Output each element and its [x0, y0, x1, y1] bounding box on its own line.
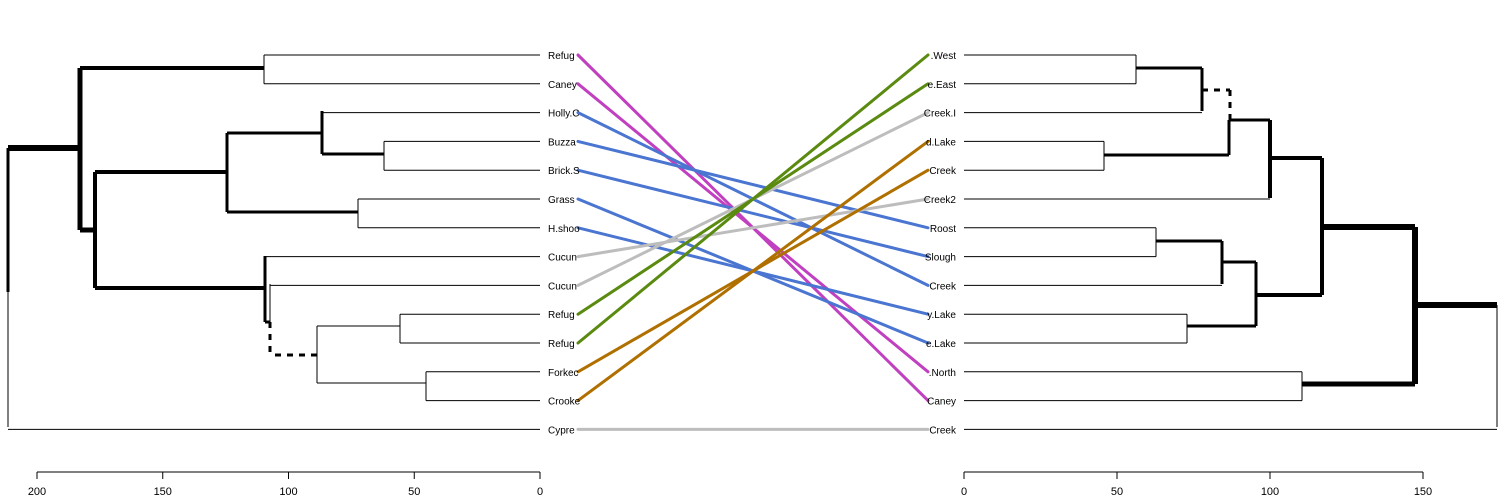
left-leaf-labels: Refug Caney Holly.C Buzza Brick.S Grass H.shoo… [548, 51, 581, 436]
right-axis-tick-label: 50 [1111, 486, 1123, 498]
right-leaf-label: e.Lake [926, 339, 956, 350]
left-leaf-label: Cucun [548, 281, 577, 292]
left-leaf-label: Caney [548, 80, 577, 91]
right-axis-tick-label: 0 [961, 486, 967, 498]
left-axis-tick-label: 0 [537, 486, 543, 498]
left-axis-tick-label: 100 [279, 486, 297, 498]
connector-line [576, 139, 930, 230]
left-leaf-label: Refug [548, 51, 575, 62]
connector-line [576, 168, 930, 259]
left-leaf-label: Cypre [548, 425, 575, 436]
right-leaf-label: .West [931, 51, 957, 62]
right-axis-tick-label: 100 [1261, 486, 1279, 498]
left-leaf-label: Cucun [548, 253, 577, 264]
left-leaf-label: Grass [548, 195, 575, 206]
right-axis-tick-label: 150 [1414, 486, 1432, 498]
left-leaf-label: Buzza [548, 137, 576, 148]
left-leaf-label: Crooke [548, 397, 581, 408]
right-leaf-label: Caney [927, 397, 956, 408]
right-leaf-labels: .West e.East Creek.I d.Lake Creek Creek2 Roost… [924, 51, 957, 436]
connector-lines [576, 53, 930, 431]
right-leaf-label: Creek [929, 281, 957, 292]
right-leaf-label: Creek [929, 166, 957, 177]
left-leaf-label: Refug [548, 339, 575, 350]
right-leaf-label: e.East [928, 80, 957, 91]
left-leaf-label: Forkec [548, 368, 579, 379]
right-leaf-label: Roost [930, 224, 956, 235]
connector-line [576, 197, 930, 259]
right-height-axis: 0 50 100 150 [961, 471, 1432, 498]
left-axis-tick-label: 200 [28, 486, 46, 498]
left-leaf-label: Refug [548, 310, 575, 321]
left-axis-tick-label: 50 [408, 486, 420, 498]
right-leaf-label: Creek2 [924, 195, 957, 206]
right-leaf-label: d.Lake [926, 137, 956, 148]
right-leaf-label: y.Lake [927, 310, 956, 321]
left-height-axis: 200 150 100 50 0 [28, 471, 543, 498]
right-leaf-label: .North [929, 368, 956, 379]
right-leaf-label: Slough [925, 253, 956, 264]
right-leaf-label: Creek [929, 425, 957, 436]
right-leaf-label: Creek.I [924, 109, 956, 120]
left-axis-tick-label: 150 [154, 486, 172, 498]
left-dendrogram [6, 54, 540, 430]
left-leaf-label: H.shoo [548, 224, 580, 235]
left-leaf-label: Brick.S [548, 166, 580, 177]
connector-line [576, 139, 930, 403]
left-leaf-label: Holly.C [548, 109, 579, 120]
connector-line [576, 53, 930, 345]
right-dendrogram [964, 54, 1498, 430]
